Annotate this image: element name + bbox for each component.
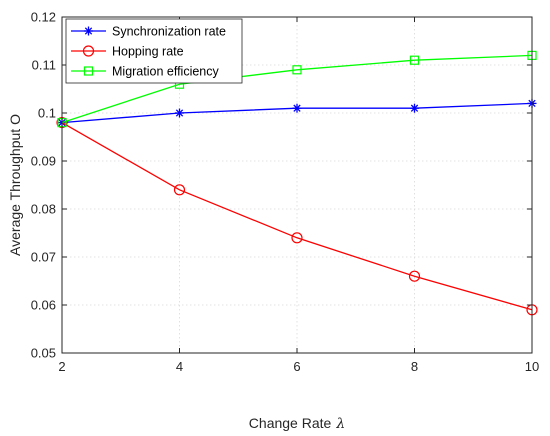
legend-label-2: Migration efficiency	[112, 65, 220, 79]
x-tick-label-3: 8	[411, 359, 418, 374]
series-0-point-1	[175, 108, 184, 118]
y-tick-label-7: 0.12	[31, 10, 56, 25]
y-tick-label-6: 0.11	[32, 58, 56, 73]
y-tick-label-1: 0.06	[31, 298, 56, 313]
y-axis: 0.05 0.06 0.07 0.08 0.09 0.1 0.11 0.12	[31, 10, 532, 361]
y-tick-label-0: 0.05	[31, 346, 56, 361]
legend-label-0: Synchronization rate	[112, 25, 226, 39]
x-tick-label-0: 2	[58, 359, 65, 374]
legend-marker-0	[84, 26, 93, 36]
y-tick-label-5: 0.1	[38, 106, 56, 121]
y-tick-label-2: 0.07	[31, 250, 56, 265]
x-tick-label-2: 6	[293, 359, 300, 374]
series-layer	[56, 50, 538, 316]
series-1-point-2	[291, 232, 303, 244]
legend-marker-1	[82, 45, 95, 57]
series-line-1	[61, 122, 533, 311]
legend-label-1: Hopping rate	[112, 45, 184, 59]
y-axis-label: Average Throughput O	[7, 114, 23, 256]
x-axis-label-text: Change Rate	[249, 415, 332, 431]
x-axis-label-symbol: λ	[335, 416, 345, 432]
x-tick-label-4: 10	[525, 359, 539, 374]
legend: Synchronization rate Hopping rate Migratio…	[65, 18, 243, 84]
y-tick-label-4: 0.09	[31, 154, 56, 169]
y-tick-label-3: 0.08	[31, 202, 56, 217]
series-2-point-3	[409, 55, 420, 65]
series-2-point-2	[292, 65, 302, 75]
x-axis-label: Change Rate λ	[249, 415, 345, 432]
x-tick-label-1: 4	[176, 359, 183, 374]
series-1-point-3	[408, 270, 421, 282]
series-line-2	[61, 54, 533, 124]
legend-marker-2	[83, 66, 94, 76]
series-0-point-3	[410, 103, 419, 113]
series-0-point-2	[292, 103, 302, 113]
series-1-point-1	[173, 184, 186, 196]
